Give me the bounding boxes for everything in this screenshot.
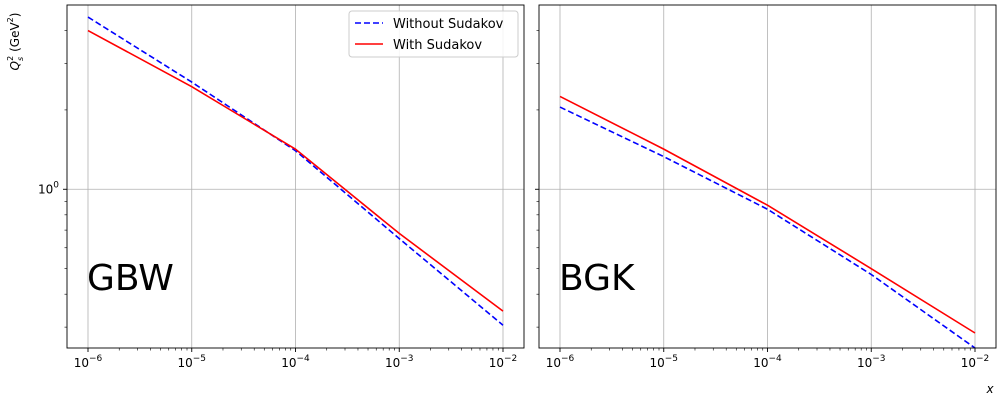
- panel-label: GBW: [87, 258, 174, 299]
- grid: [67, 5, 524, 348]
- series-line-without-sudakov: [87, 16, 504, 326]
- legend-entry: With Sudakov: [393, 38, 482, 53]
- x-tick-label: 10−4: [753, 354, 782, 370]
- x-tick-label: 10−2: [489, 354, 518, 370]
- x-tick-label: 10−5: [177, 354, 206, 370]
- x-tick-label: 10−4: [281, 354, 310, 370]
- x-tick-label: 10−3: [385, 354, 414, 370]
- x-axis-label: x: [985, 382, 994, 396]
- legend: Without Sudakov With Sudakov: [348, 10, 519, 58]
- x-tick-label: 10−6: [74, 354, 103, 370]
- x-tick-label: 10−5: [649, 354, 678, 370]
- legend-entry: Without Sudakov: [393, 17, 504, 32]
- grid: [539, 5, 996, 348]
- y-tick-label: 100: [38, 180, 59, 196]
- series-group: [87, 16, 504, 326]
- x-tick-label: 10−3: [857, 354, 886, 370]
- series-line-with-sudakov: [87, 29, 504, 312]
- series-line-with-sudakov: [559, 95, 976, 334]
- panel-label: BGK: [559, 258, 636, 299]
- series-group: [559, 95, 976, 348]
- y-axis-label: Qs2 (GeV2): [6, 13, 25, 71]
- legend-box: [348, 10, 519, 58]
- panel-bgk: 10−6 10−5 10−4 10−3 10−2 BGK x: [535, 4, 997, 396]
- x-tick-label: 10−6: [546, 354, 575, 370]
- panel-gbw: 10−6 10−5 10−4 10−3 10−2 100 GBW Qs2 (GeV2) With…: [6, 4, 525, 370]
- x-tick-label: 10−2: [961, 354, 990, 370]
- series-line-without-sudakov: [559, 106, 976, 348]
